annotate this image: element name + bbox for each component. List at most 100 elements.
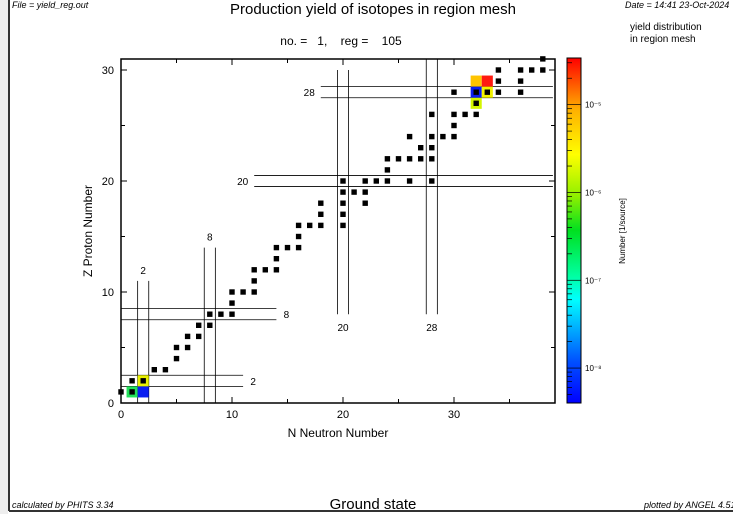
- stable-isotope-marker: [406, 156, 413, 162]
- stable-isotope-markers: [118, 56, 546, 395]
- colorbar-tick-label: 10⁻⁷: [585, 276, 601, 285]
- plotted-by: plotted by ANGEL 4.51: [643, 500, 733, 510]
- file-label: File = yield_reg.out: [12, 0, 89, 10]
- stable-isotope-marker: [351, 189, 357, 195]
- stable-isotope-marker: [373, 178, 379, 184]
- plot-frame: [120, 58, 556, 404]
- stable-isotope-marker: [418, 156, 424, 162]
- stable-isotope-marker: [229, 300, 235, 306]
- stable-isotope-marker: [140, 378, 146, 384]
- magic-proton-label: 2: [250, 377, 256, 388]
- x-tick-label: 10: [226, 409, 238, 421]
- stable-isotope-marker: [406, 178, 413, 184]
- stable-isotope-marker: [429, 156, 435, 162]
- magic-neutron-label: 20: [337, 323, 349, 334]
- stable-isotope-marker: [273, 256, 280, 262]
- stable-isotope-marker: [395, 156, 402, 162]
- stable-isotope-marker: [429, 145, 435, 151]
- stable-isotope-marker: [451, 111, 457, 118]
- stable-isotope-marker: [273, 267, 280, 273]
- y-tick-label: 20: [102, 176, 114, 188]
- stable-isotope-marker: [307, 222, 313, 229]
- stable-isotope-marker: [284, 244, 291, 251]
- yield-cell: [470, 75, 482, 87]
- stable-isotope-marker: [451, 133, 457, 140]
- stable-isotope-marker: [162, 367, 169, 373]
- stable-isotope-marker: [273, 244, 280, 251]
- x-tick-label: 20: [337, 409, 349, 421]
- stable-isotope-marker: [517, 78, 524, 84]
- stable-isotope-marker: [429, 111, 435, 118]
- chart-subtitle: no. = 1, reg = 105: [280, 34, 402, 48]
- stable-isotope-marker: [384, 167, 391, 173]
- magic-neutron-label: 8: [207, 233, 213, 244]
- state-label: Ground state: [330, 496, 417, 513]
- colorbar-label: Number [1/source]: [618, 198, 627, 264]
- stable-isotope-marker: [318, 222, 324, 229]
- x-tick-label: 0: [118, 409, 124, 421]
- stable-isotope-marker: [184, 344, 191, 351]
- note-line1: yield distribution: [630, 22, 702, 33]
- stable-isotope-marker: [473, 100, 479, 106]
- stable-isotope-marker: [451, 122, 457, 129]
- stable-isotope-marker: [340, 211, 346, 217]
- colorbar-ticks: 10⁻⁵ 10⁻⁶ 10⁻⁷ 10⁻⁸: [567, 62, 602, 404]
- stable-isotope-marker: [429, 133, 435, 140]
- stable-isotope-marker: [473, 89, 479, 95]
- stable-isotope-marker: [440, 133, 446, 140]
- left-margin: [0, 0, 8, 514]
- colorbar-tick-label: 10⁻⁶: [585, 188, 601, 197]
- yield-cell: [137, 386, 149, 398]
- stable-isotope-marker: [495, 78, 502, 84]
- yield-cell: [481, 75, 493, 87]
- stable-isotope-marker: [318, 200, 324, 206]
- colorbar-tick-label: 10⁻⁵: [585, 101, 601, 110]
- stable-isotope-marker: [517, 89, 524, 95]
- y-tick-label: 10: [102, 287, 114, 299]
- chart-title: Production yield of isotopes in region m…: [230, 1, 516, 18]
- stable-isotope-marker: [429, 178, 435, 184]
- stable-isotope-marker: [151, 367, 157, 373]
- stable-isotope-marker: [240, 289, 246, 295]
- yield-cells: [126, 75, 493, 398]
- stable-isotope-marker: [384, 178, 391, 184]
- colorbar-tick-label: 10⁻⁸: [585, 364, 602, 373]
- stable-isotope-marker: [340, 178, 346, 184]
- stable-isotope-marker: [251, 267, 257, 273]
- stable-isotope-marker: [207, 322, 213, 328]
- stable-isotope-marker: [295, 233, 302, 240]
- stable-isotope-marker: [173, 344, 180, 351]
- stable-isotope-marker: [262, 267, 268, 273]
- stable-isotope-marker: [495, 89, 502, 95]
- stable-isotope-marker: [340, 189, 346, 195]
- stable-isotope-marker: [418, 145, 424, 151]
- stable-isotope-marker: [218, 311, 224, 317]
- magic-proton-label: 8: [284, 310, 290, 321]
- stable-isotope-marker: [196, 322, 202, 328]
- stable-isotope-marker: [473, 111, 479, 118]
- magic-proton-label: 20: [237, 177, 249, 188]
- stable-isotope-marker: [362, 178, 368, 184]
- magic-neutron-label: 2: [140, 266, 146, 277]
- colorbar: [566, 57, 582, 404]
- stable-isotope-marker: [318, 211, 324, 217]
- magic-neutron-label: 28: [426, 323, 438, 334]
- y-tick-label: 0: [108, 398, 114, 410]
- stable-isotope-marker: [362, 200, 368, 206]
- stable-isotope-marker: [495, 67, 502, 73]
- stable-isotope-marker: [406, 133, 413, 140]
- stable-isotope-marker: [129, 389, 135, 395]
- stable-isotope-marker: [129, 378, 135, 384]
- stable-isotope-marker: [462, 111, 468, 118]
- x-tick-label: 30: [448, 409, 460, 421]
- calculated-by: calculated by PHITS 3.34: [12, 500, 114, 510]
- stable-isotope-marker: [295, 244, 302, 251]
- stable-isotope-marker: [173, 355, 180, 362]
- stable-isotope-marker: [362, 189, 368, 195]
- stable-isotope-marker: [251, 278, 257, 284]
- stable-isotope-marker: [229, 311, 235, 317]
- y-tick-label: 30: [102, 65, 114, 77]
- date-label: Date = 14:41 23-Oct-2024: [625, 0, 729, 10]
- stable-isotope-marker: [207, 311, 213, 317]
